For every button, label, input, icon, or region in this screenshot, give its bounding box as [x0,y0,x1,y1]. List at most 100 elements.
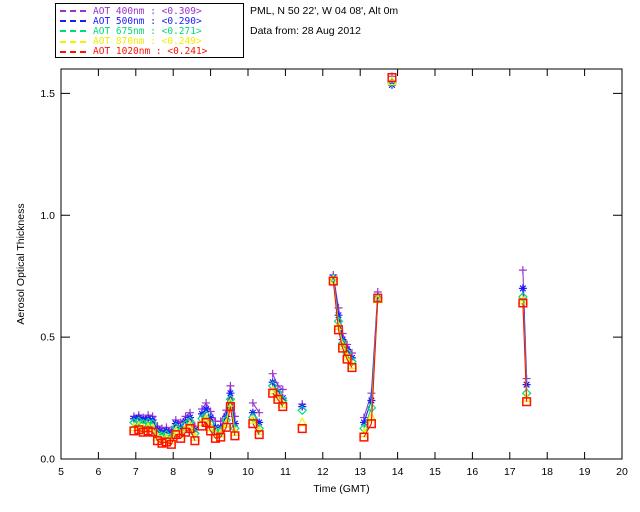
data-point-marker [347,363,357,373]
series-line [252,423,260,435]
x-tick-label: 18 [541,466,553,478]
data-point-marker [225,402,235,412]
legend-item-aot-1020nm: AOT 1020nm : <0.241> [60,46,243,58]
legend-dash-sample [60,10,88,13]
data-point-marker [518,284,527,293]
data-point-marker [226,381,235,390]
data-point-marker [387,72,397,83]
series-line [522,302,528,402]
legend-dash-sample [60,50,88,53]
data-point-marker [338,343,348,353]
legend-item-aot-400nm: AOT 400nm : <0.309> [60,5,243,17]
data-point-marker [522,397,532,407]
data-point-marker [278,394,287,403]
data-point-marker [373,292,382,301]
data-point-marker [216,432,226,442]
data-point-marker [328,276,338,286]
data-point-marker [334,311,343,320]
data-point-marker [206,413,215,422]
data-point-marker [161,437,172,447]
x-tick-label: 15 [429,466,441,478]
data-point-marker [359,432,369,442]
legend-label: AOT 400nm : <0.309> [93,5,202,17]
data-point-marker [518,298,528,308]
data-point-marker [202,405,211,414]
data-point-marker [197,409,206,418]
legend-label: AOT 675nm : <0.271> [93,25,202,37]
data-point-marker [143,426,153,436]
x-tick-label: 7 [133,466,139,478]
x-tick-label: 10 [242,466,254,478]
data-point-marker [185,423,195,434]
data-point-marker [373,293,383,303]
legend-dash-sample [60,40,88,43]
data-point-marker [190,436,200,446]
legend-label: AOT 870nm : <0.249> [93,36,202,48]
data-point-marker [171,430,181,440]
y-axis-label: Aerosol Optical Thickness [15,203,27,324]
x-tick-label: 13 [354,466,366,478]
x-tick-label: 8 [170,466,176,478]
series-aot-675nm [129,77,532,442]
series-aot-1020nm [129,72,532,449]
data-point-marker [166,439,176,449]
x-tick-label: 14 [392,466,404,478]
data-point-marker [297,405,308,416]
data-point-marker [359,418,368,427]
x-tick-label: 19 [579,466,591,478]
data-point-marker [268,369,277,378]
data-date-text: Data from: 28 Aug 2012 [250,25,361,37]
data-point-marker [221,422,231,432]
data-point-marker [248,419,258,429]
data-point-marker [248,408,257,417]
x-tick-label: 6 [95,466,101,478]
data-point-marker [296,417,308,427]
legend-item-aot-870nm: AOT 870nm : <0.249> [60,36,243,48]
legend-label: AOT 1020nm : <0.241> [93,46,208,58]
x-tick-label: 5 [58,466,64,478]
data-point-marker [248,412,258,423]
data-point-marker [230,431,240,441]
data-point-marker [255,418,264,427]
plot-frame [60,68,623,460]
data-point-marker [518,266,527,275]
data-point-marker [134,425,144,435]
series-aot-500nm [129,80,531,438]
y-tick-label: 1.0 [40,210,55,222]
data-point-marker [197,421,207,431]
legend-item-aot-500nm: AOT 500nm : <0.290> [60,15,243,27]
x-tick-label: 12 [317,466,329,478]
y-tick-label: 0.5 [40,332,55,344]
data-point-marker [201,417,211,427]
data-point-marker [230,419,239,428]
data-point-marker [297,423,307,434]
data-point-marker [254,430,264,440]
x-tick-label: 17 [504,466,516,478]
data-point-marker [268,388,278,398]
series-aot-400nm [129,72,531,434]
y-tick-label: 1.5 [40,88,55,100]
legend-item-aot-675nm: AOT 675nm : <0.271> [60,25,243,37]
x-tick-label: 16 [467,466,479,478]
data-point-marker [342,354,352,364]
y-tick-label: 0.0 [40,454,55,466]
data-point-marker [226,389,235,398]
legend-label: AOT 500nm : <0.290> [93,15,202,27]
series-line [252,402,260,413]
data-point-marker [333,325,344,335]
data-point-marker [152,436,163,446]
series-line [332,281,353,368]
data-point-marker [278,402,288,412]
legend-dash-sample [60,30,88,33]
plot-header: PML, N 50 22', W 04 08', Alt 0m Data fro… [250,4,398,44]
series-aot-870nm [128,75,532,445]
x-tick-label: 11 [280,466,291,478]
x-axis-label: Time (GMT) [313,483,369,495]
station-location-text: PML, N 50 22', W 04 08', Alt 0m [250,5,399,17]
legend: AOT 400nm : <0.309> AOT 500nm : <0.290> AO… [55,3,244,58]
data-point-marker [148,427,158,437]
legend-dash-sample [60,20,88,23]
x-tick-label: 20 [616,466,628,478]
